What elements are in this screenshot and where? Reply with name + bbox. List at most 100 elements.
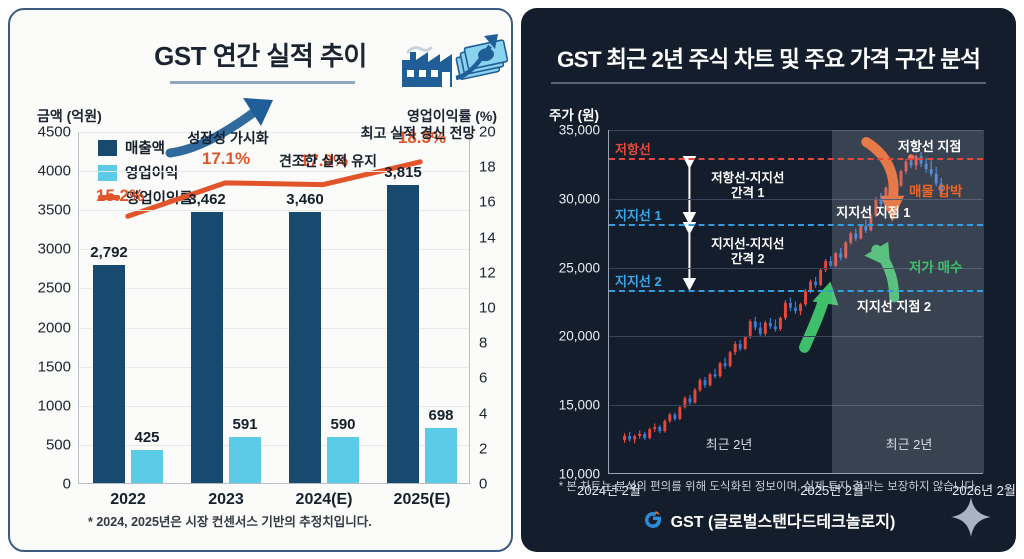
y-axis-tick-left: 500 [45, 436, 71, 454]
y-axis-tick-right: 14 [479, 229, 496, 247]
reference-line-support-1 [609, 223, 983, 226]
legend-swatch-operating-profit [98, 164, 117, 181]
y-axis-tick-right: 20 [479, 123, 496, 141]
y-axis-tick-left: 1000 [37, 397, 71, 415]
y-axis-tick-left: 4000 [37, 162, 71, 180]
sparkle-icon [951, 497, 991, 537]
gap-label-1-line1: 저항선-지지선 [711, 170, 785, 185]
reference-line-support-2 [609, 289, 983, 292]
x-axis-tick: 2024년 2월 [577, 483, 641, 498]
chart-annotation: 견조한 실적 유지 [279, 153, 377, 169]
y-axis-tick-left: 3000 [37, 240, 71, 258]
right-y-axis-title: 영업이익률 (%) [406, 108, 497, 124]
bar-operating-profit [425, 428, 457, 483]
gridline [79, 171, 469, 173]
left-panel-footnote: * 2024, 2025년은 시장 컨센서스 기반의 추정치입니다. [88, 515, 372, 529]
margin-data-label: 17.0% [299, 150, 349, 170]
candlestick-plot-area: 10,000 15,000 20,000 25,000 30,000 35,000 2024… [559, 123, 1016, 499]
point-label-resistance: 저항선 지점 [897, 138, 962, 154]
bar-chart-plot-area: 0 500 1000 1500 2000 2500 3000 3500 4000 4500 0 2 4 6… [38, 124, 496, 509]
reference-line-resistance [609, 157, 983, 160]
period-label: 최근 2년 [885, 437, 933, 452]
y-axis-tick: 25,000 [558, 260, 600, 276]
y-axis-tick: 30,000 [558, 191, 600, 207]
bar-label-operating-profit: 590 [330, 415, 356, 433]
y-axis-tick-right: 4 [479, 405, 488, 423]
y-axis-tick: 20,000 [558, 328, 600, 344]
right-panel: GST 최근 2년 주식 차트 및 주요 가격 구간 분석 주가 (원) 10,… [521, 8, 1016, 552]
bar-label-revenue: 3,815 [384, 163, 422, 181]
gridline [609, 198, 983, 200]
y-axis-tick-left: 4500 [37, 123, 71, 141]
forecast-shaded-region [832, 130, 984, 473]
factory-money-growth-icon [402, 34, 508, 87]
gridline [79, 366, 469, 368]
margin-data-label: 15.2% [95, 186, 145, 206]
brand-row: GST (글로벌스탠다드테크놀로지) [521, 508, 1016, 532]
bar-revenue [93, 264, 125, 483]
y-axis-tick: 35,000 [558, 122, 600, 138]
growth-arrow-icon [165, 98, 273, 158]
gridline [609, 405, 983, 407]
bar-revenue [387, 184, 419, 483]
gridline [79, 405, 469, 407]
point-label-support-2: 지지선 지점 2 [856, 298, 932, 314]
flow-label-sell-pressure: 매물 압박 [909, 183, 963, 199]
x-axis-category: 2022 [110, 491, 146, 508]
gap-label-2-line1: 지지선-지지선 [711, 236, 785, 251]
gst-logo-icon [644, 511, 661, 528]
left-panel: GST 연간 실적 추이 금액 (억원) 영업이익률 (%) [8, 8, 513, 552]
right-panel-footnote: * 본 차트는 분석의 편의를 위해 도식화된 정보이며, 실제 투자 결과는 … [558, 481, 979, 493]
gridline [79, 327, 469, 329]
margin-data-label: 17.1% [201, 149, 251, 169]
x-axis-category: 2024(E) [295, 491, 353, 508]
bar-operating-profit [327, 436, 359, 483]
brand-name: GST (글로벌스탠다드테크놀로지) [670, 514, 896, 531]
y-axis-tick-right: 2 [479, 440, 488, 458]
x-axis-tick: 2025년 2월 [800, 483, 864, 498]
bar-revenue [191, 212, 223, 483]
gridline [79, 288, 469, 290]
gap-label-1-line2: 간격 1 [731, 186, 765, 201]
x-axis-category: 2023 [208, 491, 244, 508]
y-axis-tick-right: 18 [479, 158, 496, 176]
reference-line-label: 저항선 [615, 141, 651, 157]
bar-label-operating-profit: 698 [428, 407, 454, 425]
reference-line-label: 지지선 1 [615, 207, 662, 223]
y-axis-tick: 10,000 [558, 466, 600, 482]
flow-label-low-buy: 저가 매수 [909, 259, 963, 275]
y-axis-tick-right: 10 [479, 299, 496, 317]
y-axis-tick-right: 0 [479, 475, 488, 493]
bar-label-revenue: 3,460 [286, 191, 324, 209]
y-axis-tick-left: 2500 [37, 279, 71, 297]
gridline [609, 267, 983, 269]
point-label-support-1: 지지선 지점 1 [836, 204, 911, 220]
chart-annotation: 성장성 가시화 [187, 130, 269, 146]
y-axis-tick: 15,000 [558, 397, 600, 413]
y-axis-tick-left: 1500 [37, 358, 71, 376]
reference-line-label: 지지선 2 [615, 273, 662, 289]
gridline [609, 336, 983, 338]
legend-item-revenue: 매출액 [98, 135, 193, 160]
gridline [79, 132, 469, 133]
gap-label-2-line2: 간격 2 [731, 252, 765, 267]
title-underline [170, 81, 355, 84]
y-axis-tick-right: 16 [479, 193, 496, 211]
margin-data-label: 18.3% [397, 127, 447, 147]
right-y-axis-title: 주가 (원) [549, 108, 600, 123]
x-axis-tick: 2026년 2월 [952, 483, 1016, 498]
bar-label-operating-profit: 425 [134, 428, 160, 446]
x-axis-category: 2025(E) [393, 491, 451, 508]
y-axis-tick-right: 8 [479, 334, 488, 352]
bar-revenue [289, 212, 321, 483]
gridline [79, 444, 469, 446]
y-axis-tick-right: 6 [479, 369, 488, 387]
y-axis-tick-right: 12 [479, 264, 496, 282]
bar-label-operating-profit: 591 [232, 415, 258, 433]
bar-label-revenue: 2,792 [90, 243, 128, 261]
legend-swatch-revenue [98, 139, 117, 156]
right-title-underline [551, 82, 986, 84]
period-label: 최근 2년 [705, 437, 753, 452]
legend-swatch-operating-margin [98, 195, 120, 200]
